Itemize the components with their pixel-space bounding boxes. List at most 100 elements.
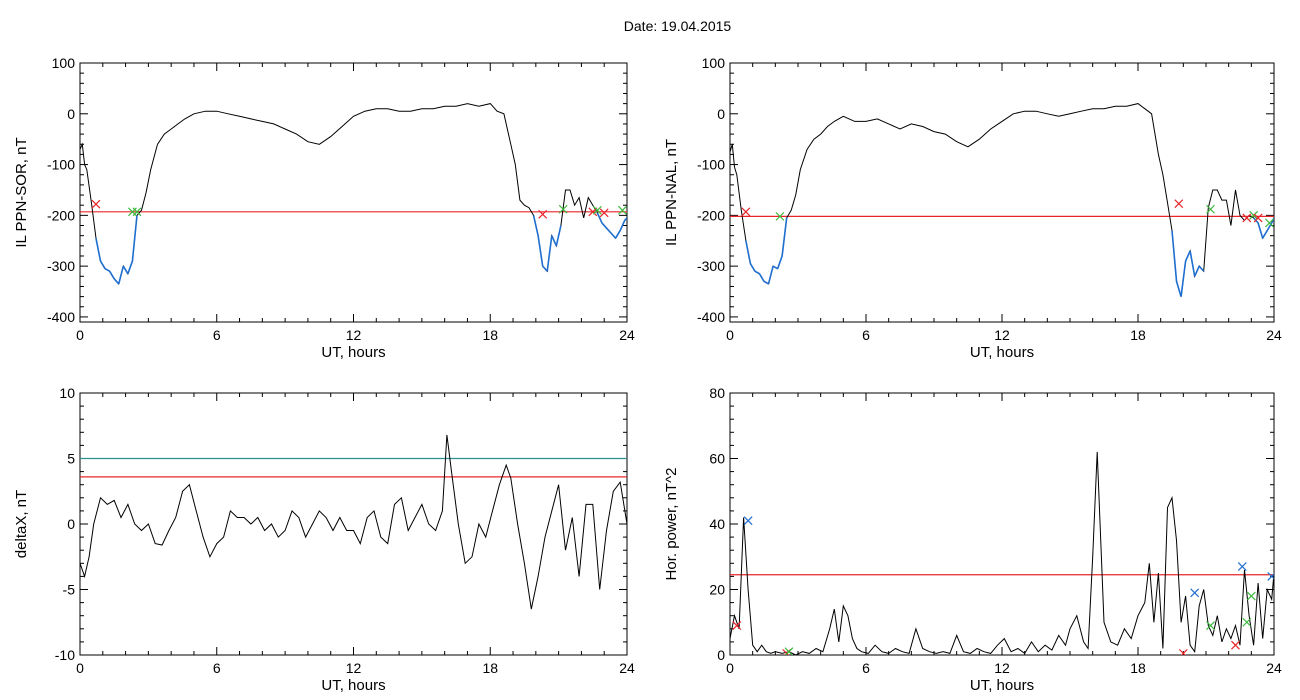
below-threshold-segment: [1171, 230, 1178, 282]
cross-stroke: [1206, 204, 1215, 214]
cross-stroke: [132, 207, 142, 217]
cross-marker-green: [784, 647, 794, 655]
x-axis-label: UT, hours: [970, 677, 1034, 694]
cross-stroke: [592, 205, 602, 215]
x-tick-label: 18: [1130, 327, 1146, 343]
data-series-line: [80, 103, 627, 285]
y-tick-label: 100: [52, 55, 76, 71]
x-tick-label: 12: [994, 660, 1010, 676]
below-threshold-segment: [1193, 265, 1200, 277]
cross-stroke: [1180, 648, 1188, 655]
y-tick-label: 100: [702, 55, 726, 71]
below-threshold-segment: [781, 217, 788, 257]
x-tick-label: 6: [862, 327, 870, 343]
cross-marker-red: [1231, 640, 1240, 650]
cross-marker-red: [599, 208, 609, 218]
y-tick-label: -200: [47, 207, 75, 223]
y-tick-label: 80: [709, 385, 725, 401]
plot-frame: [729, 62, 1275, 323]
below-threshold-segment: [745, 240, 752, 264]
y-tick-label: 5: [67, 451, 75, 467]
y-axis-label: IL PPN-NAL, nT: [663, 139, 680, 246]
x-tick-label: 24: [1266, 660, 1282, 676]
y-tick-label: -10: [55, 647, 75, 663]
cross-stroke: [1174, 199, 1184, 209]
cross-stroke: [1249, 210, 1259, 220]
x-tick-label: 24: [1266, 327, 1282, 343]
cross-marker-green: [1206, 621, 1215, 630]
below-threshold-segment: [537, 235, 544, 267]
below-threshold-segment: [767, 265, 774, 285]
plot-area: [80, 103, 627, 285]
below-threshold-segment: [1198, 265, 1205, 272]
y-tick-label: 40: [709, 516, 725, 532]
cross-marker-green: [1249, 210, 1259, 220]
cross-marker-red: [1178, 648, 1188, 655]
cross-stroke: [741, 207, 751, 217]
panel-il-ppn-sor: 0 6 12 18 24 100 0 -100 -200 -300 -400 UT, hours IL …: [13, 55, 635, 361]
x-axis-label: UT, hours: [970, 344, 1034, 361]
cross-stroke: [1265, 218, 1274, 228]
cross-marker-red: [1174, 199, 1184, 209]
y-tick-label: -300: [47, 258, 75, 274]
below-threshold-segment: [99, 260, 106, 270]
cross-marker-green: [1206, 204, 1215, 214]
y-tick-label: 0: [717, 106, 725, 122]
x-tick-label: 0: [726, 660, 734, 676]
figure-title: Date: 19.04.2015: [0, 18, 1300, 34]
plot-area: [730, 451, 1274, 655]
below-threshold-segment: [763, 280, 769, 285]
x-tick-label: 6: [213, 327, 221, 343]
below-threshold-segment: [1189, 250, 1196, 277]
panel-deltax: 0 6 12 18 24 10 5 0 -5 -10 UT, hours deltaX, nT: [13, 385, 635, 694]
plot-area: [730, 103, 1274, 297]
below-threshold-segment: [131, 215, 138, 262]
below-threshold-segment: [546, 235, 553, 272]
below-threshold-segment: [1261, 230, 1268, 239]
x-axis-label: UT, hours: [321, 677, 385, 694]
cross-marker-green: [1242, 617, 1252, 627]
cross-marker-green: [132, 207, 142, 217]
y-tick-label: -300: [697, 258, 725, 274]
cross-stroke: [1237, 562, 1247, 571]
x-tick-label: 12: [346, 660, 362, 676]
cross-marker-green: [1265, 218, 1274, 228]
cross-marker-blue: [1190, 588, 1200, 598]
cross-stroke: [1190, 588, 1200, 598]
data-series-line: [80, 434, 627, 610]
panel-il-ppn-nal: 0 6 12 18 24 100 0 -100 -200 -300 -400 UT, hours IL …: [663, 55, 1282, 361]
plot-area: [80, 434, 627, 610]
y-axis-label: IL PPN-SOR, nT: [13, 137, 30, 247]
x-tick-label: 6: [862, 660, 870, 676]
cross-stroke: [1253, 213, 1263, 223]
cross-marker-blue: [1237, 562, 1247, 571]
below-threshold-segment: [108, 270, 115, 280]
below-threshold-segment: [555, 225, 562, 246]
data-series-line: [730, 451, 1274, 655]
below-threshold-segment: [1180, 260, 1187, 297]
y-tick-label: -200: [697, 207, 725, 223]
cross-marker-red: [1242, 213, 1252, 223]
cross-stroke: [1206, 621, 1215, 630]
below-threshold-segment: [122, 265, 129, 275]
y-tick-label: 0: [67, 106, 75, 122]
panel-hor-power: 0 6 12 18 24 80 60 40 20 0 UT, hours Hor. power, nT…: [663, 385, 1282, 694]
cross-stroke: [599, 208, 609, 218]
y-axis-label: deltaX, nT: [13, 490, 30, 558]
x-tick-label: 6: [213, 660, 221, 676]
below-threshold-segment: [601, 222, 608, 229]
cross-marker-red: [538, 209, 548, 219]
x-tick-label: 12: [346, 327, 362, 343]
x-axis-label: UT, hours: [321, 344, 385, 361]
cross-stroke: [732, 621, 742, 630]
date-value: 19.04.2015: [661, 18, 732, 34]
cross-marker-green: [558, 204, 568, 214]
below-threshold-segment: [532, 215, 539, 236]
cross-stroke: [538, 209, 548, 219]
y-tick-label: -400: [47, 309, 75, 325]
below-threshold-segment: [1271, 217, 1274, 224]
y-tick-label: -5: [63, 582, 76, 598]
cross-marker-blue: [1267, 571, 1274, 581]
cross-stroke: [91, 199, 101, 209]
